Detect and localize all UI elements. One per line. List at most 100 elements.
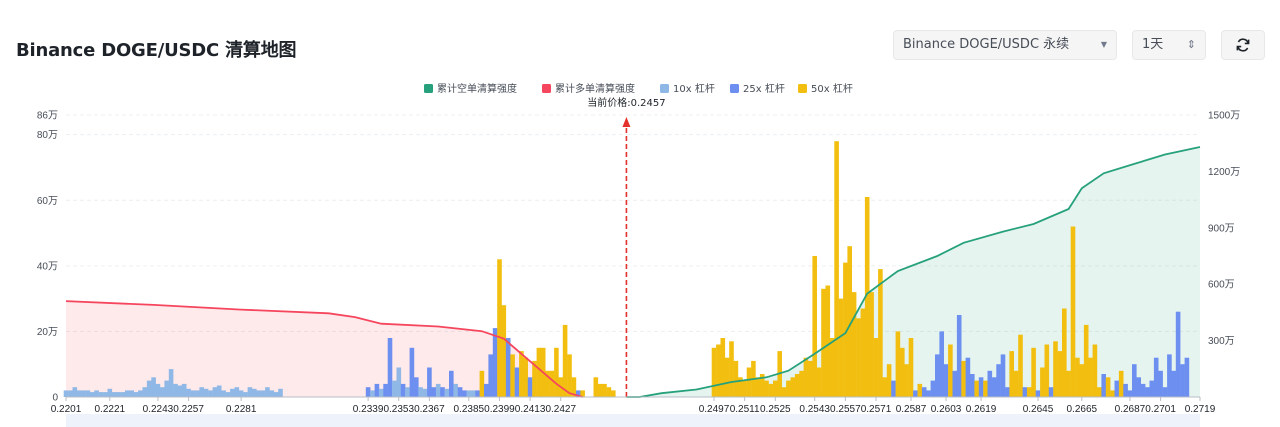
bar-10x [230, 388, 235, 397]
bar-25x [505, 338, 511, 397]
bar-25x [383, 383, 388, 397]
bar-50x [1097, 387, 1102, 397]
bar-50x [838, 298, 844, 397]
bar-50x [886, 364, 892, 397]
bar-10x [378, 388, 384, 397]
bar-50x [1070, 226, 1076, 397]
bar-50x [720, 338, 726, 397]
bar-50x [882, 377, 888, 397]
bar-25x [484, 383, 489, 397]
x-axis-tick: 0.2281 [226, 404, 257, 415]
bar-10x [225, 392, 231, 397]
bar-25x [996, 364, 1001, 397]
bar-25x [1149, 380, 1155, 397]
x-axis-tick: 0.2719 [1185, 404, 1216, 415]
bar-25x [1022, 387, 1028, 397]
bar-10x [396, 367, 402, 397]
right-axis-tick: 300万 [1208, 336, 1235, 347]
zoom-scrollbar[interactable] [66, 414, 1200, 427]
x-axis-tick: 0.2413 [515, 404, 546, 415]
short-cumulative-area [626, 147, 1200, 397]
legend-swatch [542, 84, 551, 93]
bar-10x [151, 377, 156, 397]
legend-label: 累计多单清算强度 [555, 82, 635, 95]
bar-50x [562, 324, 568, 397]
interval-select-value: 1天 [1142, 37, 1164, 52]
bar-50x [768, 383, 774, 397]
bar-25x [891, 380, 896, 397]
bar-10x [103, 392, 108, 397]
bar-50x [794, 374, 800, 397]
bar-10x [444, 388, 450, 397]
bar-10x [190, 390, 196, 397]
bar-50x [1013, 370, 1019, 397]
x-axis-tick: 0.2385 [454, 404, 485, 415]
x-axis-tick: 0.2619 [966, 404, 997, 415]
bar-10x [435, 383, 441, 397]
bar-50x [711, 347, 717, 397]
pair-select[interactable]: Binance DOGE/USDC 永续 ▼ [893, 30, 1117, 60]
bar-25x [427, 367, 432, 397]
bar-10x [173, 383, 178, 397]
x-axis-tick: 0.2701 [1145, 404, 1176, 415]
left-axis-tick: 40万 [37, 261, 58, 272]
bar-25x [387, 338, 393, 397]
bar-50x [1062, 308, 1067, 397]
bar-10x [216, 385, 222, 397]
bar-10x [199, 387, 204, 397]
legend-label: 25x 杠杆 [743, 82, 785, 95]
bar-50x [501, 305, 507, 397]
refresh-button[interactable] [1221, 30, 1265, 60]
bar-10x [422, 388, 428, 397]
bar-50x [1105, 377, 1111, 397]
bar-50x [755, 377, 761, 397]
legend-label: 50x 杠杆 [811, 82, 853, 95]
x-axis-tick: 0.2497 [699, 404, 730, 415]
bar-10x [76, 390, 82, 397]
interval-select[interactable]: 1天 ⇕ [1132, 30, 1206, 60]
legend-swatch [660, 84, 669, 93]
bar-10x [273, 392, 279, 397]
bar-10x [405, 387, 410, 397]
x-axis-tick: 0.2201 [51, 404, 82, 415]
bar-50x [1040, 367, 1045, 397]
legend-label: 累计空单清算强度 [437, 82, 517, 95]
long-cumulative-line [65, 300, 583, 398]
bar-10x [155, 383, 161, 397]
bar-25x [1000, 354, 1006, 397]
x-axis-tick: 0.2557 [830, 404, 861, 415]
bar-50x [895, 331, 901, 397]
bar-25x [431, 387, 437, 397]
bar-10x [85, 390, 91, 397]
x-axis-tick: 0.2243 [143, 404, 174, 415]
bar-50x [1026, 387, 1032, 397]
x-axis-tick: 0.2427 [545, 404, 576, 415]
bar-25x [943, 364, 949, 397]
bar-25x [449, 370, 454, 397]
bar-25x [527, 377, 533, 397]
bar-25x [365, 387, 371, 397]
bar-50x [1057, 351, 1063, 397]
left-axis-tick: 0 [52, 393, 58, 404]
bar-25x [1005, 387, 1010, 397]
bar-10x [133, 392, 139, 397]
bar-50x [716, 344, 721, 397]
up-down-arrows-icon: ⇕ [1186, 38, 1196, 51]
bar-10x [129, 390, 134, 397]
bar-10x [111, 392, 117, 397]
bar-25x [1123, 383, 1128, 397]
bar-25x [1167, 354, 1172, 397]
left-axis-tick: 60万 [37, 196, 58, 207]
x-axis-tick: 0.2399 [484, 404, 515, 415]
bar-50x [759, 374, 765, 397]
bar-25x [400, 383, 406, 397]
right-axis-tick: 900万 [1208, 223, 1235, 234]
bar-50x [729, 341, 734, 397]
bar-50x [1079, 364, 1085, 397]
bar-10x [142, 387, 148, 397]
x-axis-tick: 0.2511 [730, 404, 760, 415]
bar-10x [470, 390, 476, 397]
bar-50x [724, 357, 730, 397]
bar-50x [808, 360, 813, 397]
bar-50x [1031, 347, 1036, 397]
